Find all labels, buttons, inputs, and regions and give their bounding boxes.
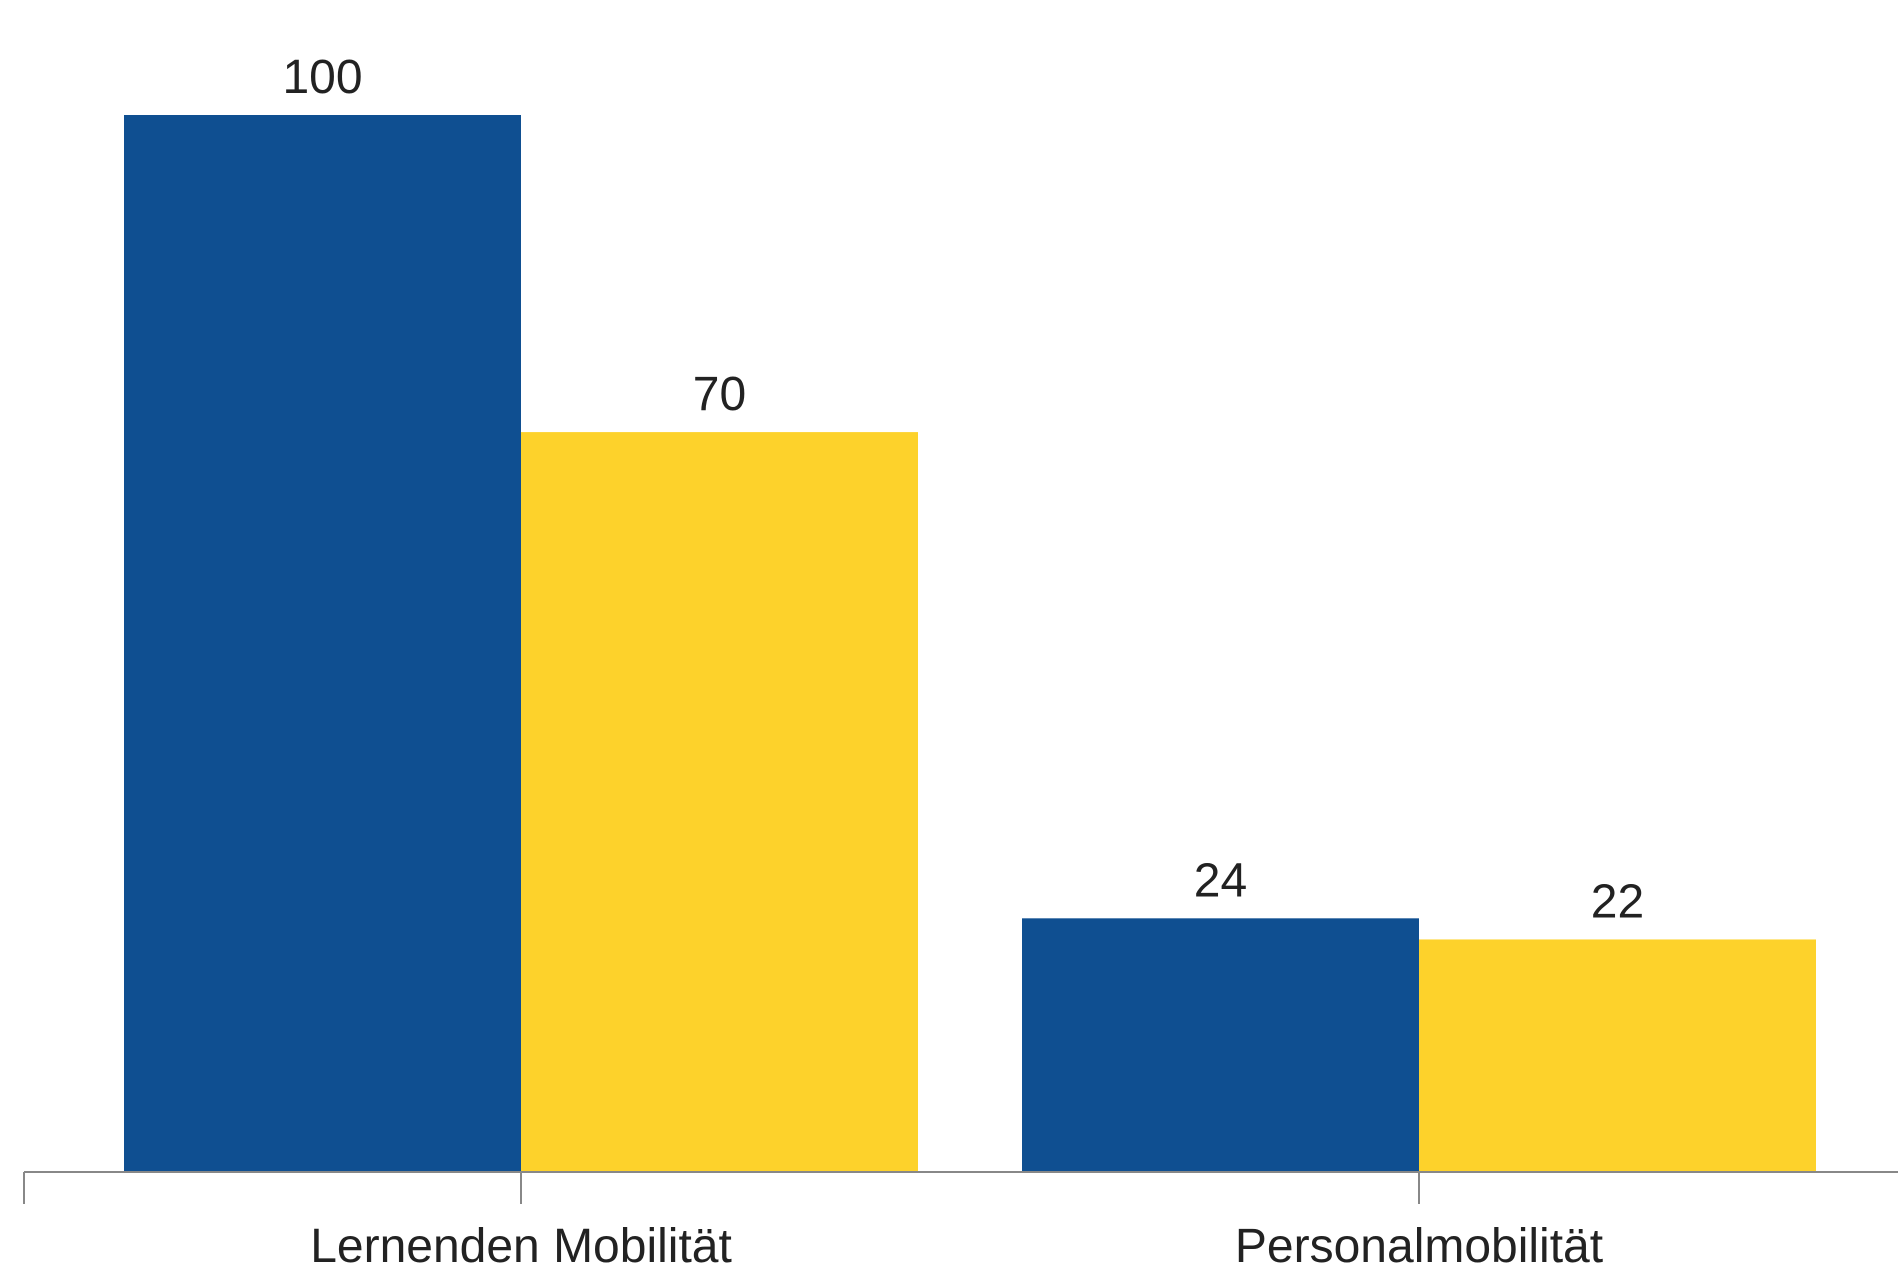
data-label: 24 [1194, 854, 1247, 907]
data-label: 70 [693, 368, 746, 421]
data-label: 22 [1591, 875, 1644, 928]
bar [1022, 918, 1419, 1172]
bar [124, 115, 521, 1172]
x-tick-label: Personalmobilität [1235, 1220, 1603, 1267]
data-label: 100 [282, 51, 362, 104]
x-tick-label: Lernenden Mobilität [310, 1220, 732, 1267]
bar [521, 432, 918, 1173]
bar [1419, 939, 1816, 1172]
